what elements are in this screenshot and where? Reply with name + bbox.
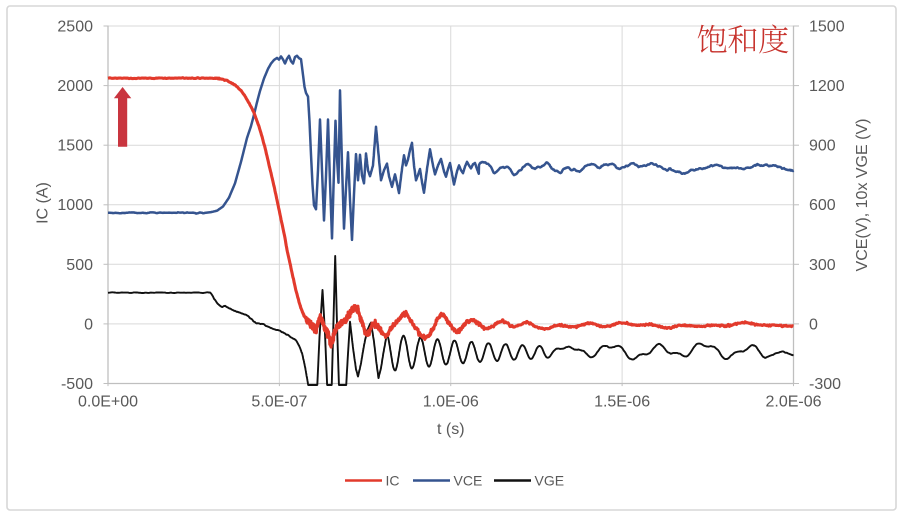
svg-text:1200: 1200 <box>809 78 845 95</box>
svg-text:300: 300 <box>809 257 836 274</box>
svg-text:1.0E-06: 1.0E-06 <box>423 394 479 411</box>
svg-text:IC: IC <box>386 473 400 489</box>
svg-text:-500: -500 <box>61 376 93 393</box>
svg-text:0.0E+00: 0.0E+00 <box>78 394 138 411</box>
svg-text:1500: 1500 <box>809 19 845 36</box>
svg-text:VGE: VGE <box>535 473 565 489</box>
svg-text:VCE(V), 10x VGE (V): VCE(V), 10x VGE (V) <box>854 119 871 272</box>
svg-text:900: 900 <box>809 138 836 155</box>
svg-text:2.0E-06: 2.0E-06 <box>765 394 821 411</box>
svg-text:5.0E-07: 5.0E-07 <box>251 394 307 411</box>
svg-text:-300: -300 <box>809 376 841 393</box>
svg-text:0: 0 <box>809 316 818 333</box>
svg-text:500: 500 <box>66 257 93 274</box>
svg-text:0: 0 <box>84 316 93 333</box>
svg-text:2500: 2500 <box>57 19 93 36</box>
svg-text:2000: 2000 <box>57 78 93 95</box>
svg-text:VCE: VCE <box>454 473 483 489</box>
svg-text:600: 600 <box>809 197 836 214</box>
svg-text:IC (A): IC (A) <box>35 182 52 224</box>
svg-text:1500: 1500 <box>57 138 93 155</box>
svg-text:1000: 1000 <box>57 197 93 214</box>
svg-text:t (s): t (s) <box>437 421 465 438</box>
svg-text:1.5E-06: 1.5E-06 <box>594 394 650 411</box>
